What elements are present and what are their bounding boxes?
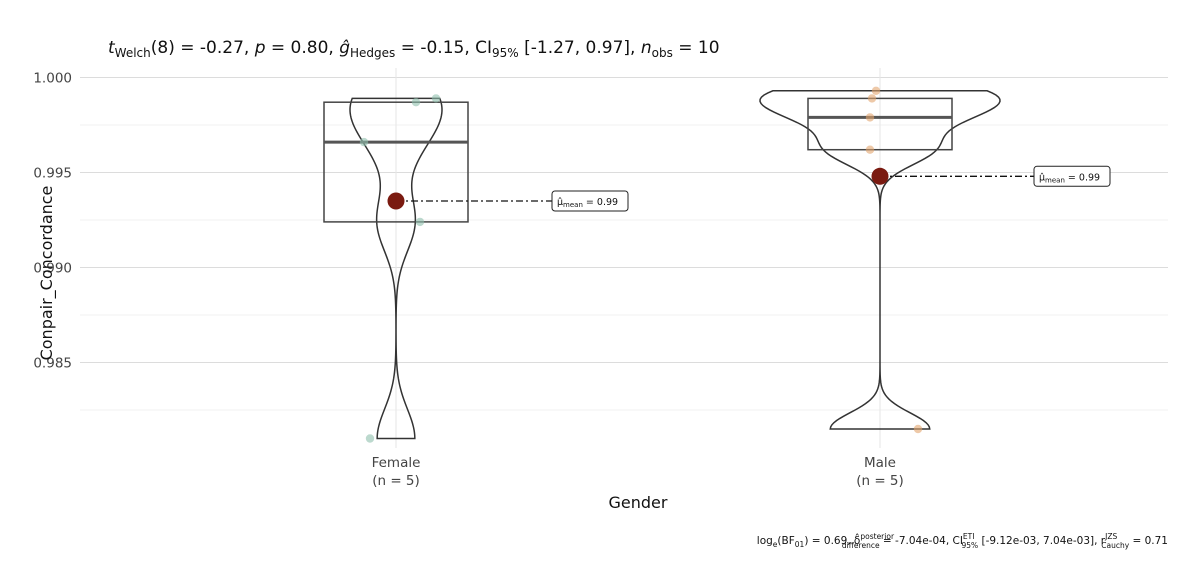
mean-label-box xyxy=(551,190,629,212)
x-tick-labels: Female (n = 5) Male (n = 5) xyxy=(372,455,904,489)
box-male xyxy=(807,97,953,151)
y-tick-label: 1.000 xyxy=(33,71,72,87)
violins xyxy=(349,90,1001,440)
data-points xyxy=(359,86,923,443)
data-point-female xyxy=(415,217,425,227)
mean-label: μ̂mean = 0.99 xyxy=(1039,172,1100,184)
subtitle: tWelch(8) = -0.27, p = 0.80, ĝHedges = -… xyxy=(108,38,720,60)
x-tick-label: Male xyxy=(864,455,896,471)
y-tick-labels: 0.985 0.990 0.995 1.000 xyxy=(33,71,72,372)
y-tick-label: 0.985 xyxy=(33,356,72,372)
y-tick-label: 0.990 xyxy=(33,261,72,277)
mean-label-box xyxy=(1033,165,1111,187)
mean-label: μ̂mean = 0.99 xyxy=(557,197,618,209)
x-axis-title: Gender xyxy=(609,493,668,512)
data-point-female xyxy=(365,434,375,443)
y-axis-title: Conpair_Concordance xyxy=(37,186,57,361)
violin-male xyxy=(759,90,1001,430)
mean-point-female xyxy=(387,192,405,210)
caption: loge(BF01) = 0.69, δ̂posterior difference… xyxy=(757,532,1168,550)
data-point-female xyxy=(411,98,421,107)
mean-point-male xyxy=(871,167,889,185)
data-point-male xyxy=(867,94,877,103)
data-point-male xyxy=(865,145,875,154)
data-point-male xyxy=(913,424,923,434)
violin-female xyxy=(349,97,443,440)
x-tick-label: Female xyxy=(372,455,421,471)
boxplots xyxy=(323,97,953,223)
y-tick-label: 0.995 xyxy=(33,166,72,182)
x-tick-n-label: (n = 5) xyxy=(372,473,420,489)
means: μ̂mean = 0.99 μ̂mean = 0.99 xyxy=(387,165,1111,212)
data-point-female xyxy=(431,94,441,103)
x-tick-n-label: (n = 5) xyxy=(856,473,904,489)
box-female xyxy=(323,101,469,223)
data-point-male xyxy=(865,113,875,122)
data-point-female xyxy=(359,137,369,147)
data-point-male xyxy=(871,86,881,96)
grid xyxy=(80,68,1168,448)
